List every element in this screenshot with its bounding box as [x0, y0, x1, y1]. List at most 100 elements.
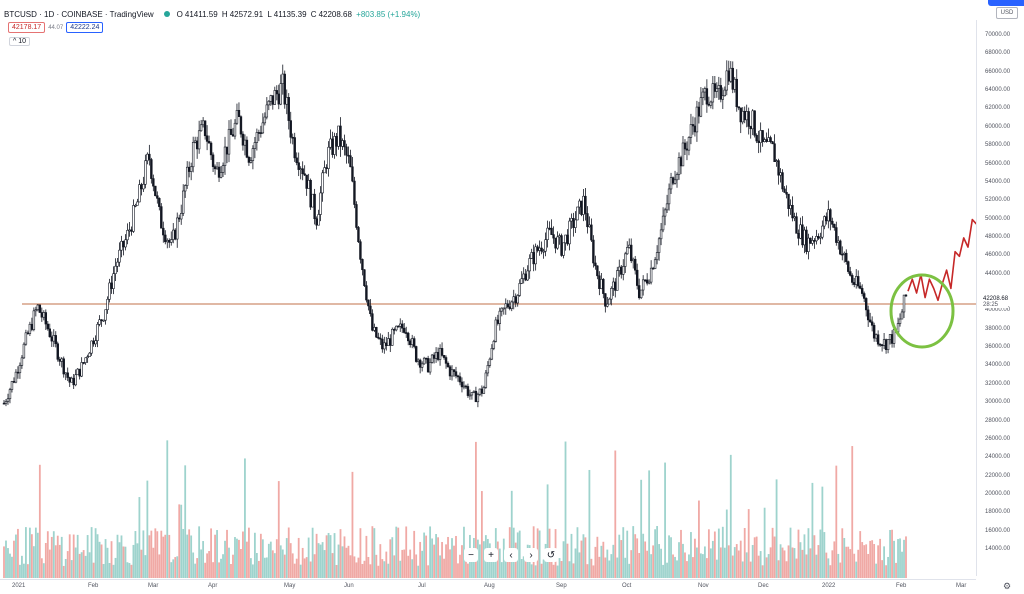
- volume-bar: [899, 538, 901, 578]
- candle-body: [558, 235, 561, 238]
- candle-body: [508, 306, 511, 309]
- volume-bar: [694, 538, 696, 578]
- candle-body: [259, 132, 263, 134]
- volume-bar: [871, 540, 874, 578]
- volume-bar: [134, 531, 137, 578]
- volume-bar: [727, 545, 730, 578]
- volume-bar: [263, 557, 266, 578]
- volume-bar: [216, 530, 218, 578]
- candle-body: [874, 334, 878, 339]
- time-axis-tick: Aug: [484, 583, 495, 589]
- volume-bar: [317, 543, 320, 578]
- volume-bar: [345, 547, 348, 578]
- price-axis[interactable]: 70000.00 68000.00 66000.00 64000.00 62000.00…: [981, 0, 1024, 593]
- volume-bar: [44, 542, 47, 578]
- volume-bar: [785, 561, 788, 578]
- volume-bar: [34, 527, 37, 578]
- candle-body: [518, 283, 521, 296]
- scroll-forward-button[interactable]: ›: [524, 548, 538, 562]
- volume-bar: [839, 562, 842, 578]
- volume-bar: [293, 563, 296, 578]
- volume-bar: [443, 558, 445, 578]
- candle-body: [74, 374, 77, 386]
- candle-body: [428, 362, 432, 373]
- zoom-in-button[interactable]: +: [484, 548, 498, 562]
- candle-body: [150, 159, 153, 179]
- candle-body: [26, 332, 30, 335]
- open-value: 41411.59: [184, 9, 218, 19]
- volume-bar: [88, 552, 91, 578]
- zoom-out-button[interactable]: −: [464, 548, 478, 562]
- candle-body: [38, 304, 42, 313]
- volume-bar: [650, 554, 653, 578]
- volume-bar: [502, 538, 505, 578]
- candle-body: [500, 307, 503, 312]
- candle-body: [729, 67, 732, 82]
- volume-bar: [11, 556, 13, 578]
- price-axis-tick: 40000.00: [985, 307, 1011, 314]
- candle-body: [90, 340, 93, 354]
- candle-body: [4, 401, 8, 404]
- candle-body: [452, 369, 456, 372]
- candle-body: [837, 240, 840, 243]
- candle-body: [355, 204, 358, 228]
- candle-body: [273, 90, 276, 105]
- volume-bar: [664, 462, 666, 578]
- candle-body: [592, 239, 595, 264]
- symbol-title[interactable]: BTCUSD · 1D · COINBASE · TradingView: [4, 9, 154, 19]
- candle-body: [781, 172, 784, 190]
- volume-bar: [883, 546, 885, 578]
- volume-bar: [154, 528, 157, 578]
- volume-bar: [36, 532, 39, 578]
- candle-body: [847, 261, 850, 272]
- last-price-value: 42208.68: [983, 296, 1009, 302]
- volume-bar: [168, 534, 171, 578]
- volume-bar: [504, 560, 507, 578]
- reset-chart-button[interactable]: ↺: [544, 548, 558, 562]
- volume-bar: [688, 554, 690, 578]
- projection-line: [907, 218, 976, 302]
- candle-body: [765, 139, 768, 142]
- volume-bar: [353, 556, 356, 578]
- volume-bar: [333, 533, 336, 578]
- top-right-button[interactable]: [988, 0, 1024, 6]
- high-value: 42572.91: [229, 9, 264, 19]
- candle-body: [367, 299, 370, 307]
- volume-bar: [829, 565, 832, 578]
- candle-body: [227, 128, 231, 155]
- candle-body: [582, 195, 585, 215]
- candle-body: [76, 368, 79, 376]
- buy-button[interactable]: 42222.24: [66, 22, 104, 33]
- candle-body: [653, 259, 657, 269]
- volume-bar: [255, 552, 258, 578]
- candle-body: [639, 289, 643, 299]
- candle-body: [860, 288, 864, 294]
- volume-bar: [859, 531, 862, 578]
- candle-body: [28, 323, 32, 334]
- price-chart[interactable]: [0, 0, 976, 579]
- volume-bar: [56, 535, 59, 578]
- time-axis-tick: 2021: [12, 583, 26, 589]
- candle-body: [313, 193, 316, 220]
- candle-body: [868, 319, 872, 323]
- volume-bar: [905, 536, 907, 578]
- scroll-back-button[interactable]: ‹: [504, 548, 518, 562]
- currency-badge[interactable]: USD: [996, 7, 1018, 19]
- candle-body: [630, 244, 633, 262]
- time-axis[interactable]: 2021 Feb Mar Apr May Jun Jul Aug Sep Oct Nov Dec 202…: [0, 579, 976, 594]
- candle-body: [2, 402, 6, 405]
- time-axis-tick: Jun: [344, 583, 354, 589]
- volume-bar: [672, 554, 674, 578]
- volume-bar: [13, 540, 15, 578]
- time-axis-tick: Feb: [88, 583, 99, 589]
- candle-body: [158, 198, 161, 207]
- volume-bar: [30, 534, 33, 578]
- indicators-collapse-button[interactable]: ^ 10: [9, 37, 31, 46]
- volume-bar: [717, 528, 720, 578]
- candle-body: [223, 146, 227, 166]
- candle-body: [564, 234, 567, 244]
- volume-bar: [811, 482, 814, 578]
- settings-gear-icon[interactable]: ⚙: [1003, 581, 1012, 591]
- volume-bar: [309, 561, 312, 578]
- sell-button[interactable]: 42178.17: [8, 22, 46, 33]
